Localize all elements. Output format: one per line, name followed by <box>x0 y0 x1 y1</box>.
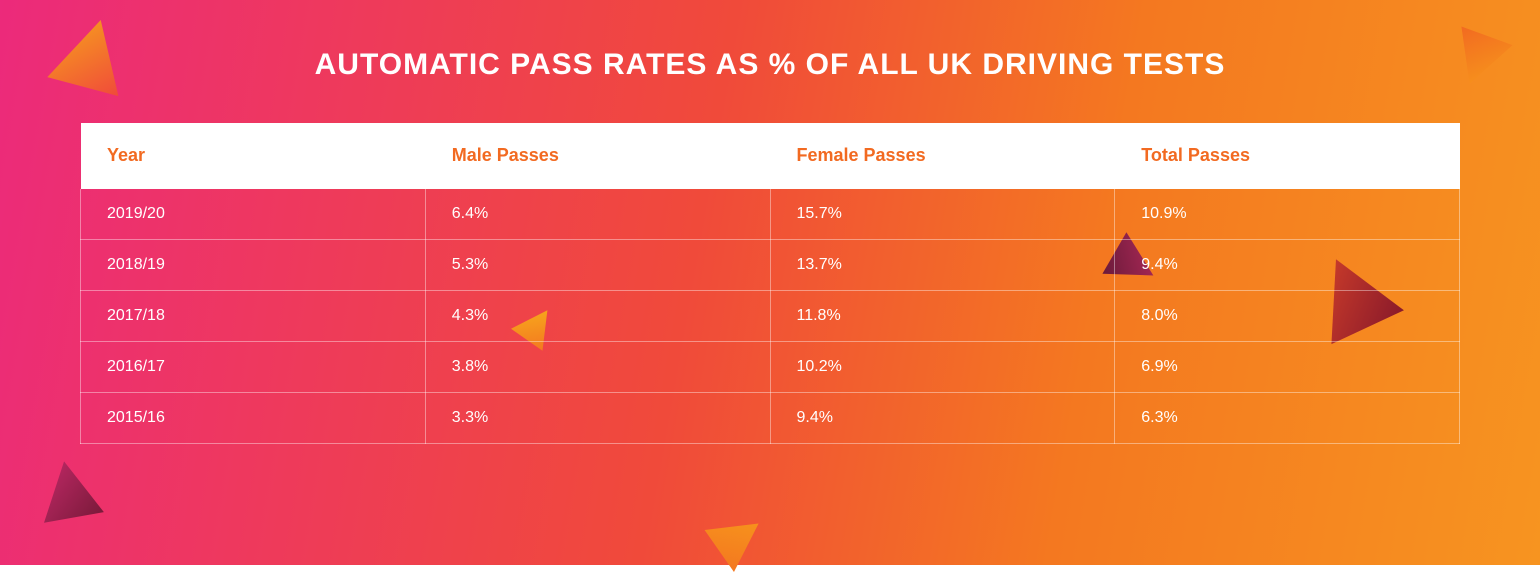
decorative-triangle-icon <box>703 508 767 572</box>
page-title: AUTOMATIC PASS RATES AS % OF ALL UK DRIV… <box>315 48 1226 82</box>
table-cell: 11.8% <box>770 291 1115 342</box>
table-header-cell: Year <box>81 123 426 189</box>
table-cell: 2019/20 <box>81 189 426 240</box>
table-cell: 2016/17 <box>81 342 426 393</box>
table-cell: 9.4% <box>1115 240 1460 291</box>
table-row: 2015/163.3%9.4%6.3% <box>81 393 1460 444</box>
table-header-cell: Total Passes <box>1115 123 1460 189</box>
table-cell: 2015/16 <box>81 393 426 444</box>
table-header-cell: Male Passes <box>425 123 770 189</box>
table-cell: 3.8% <box>425 342 770 393</box>
table-row: 2018/195.3%13.7%9.4% <box>81 240 1460 291</box>
table-cell: 9.4% <box>770 393 1115 444</box>
table-body: 2019/206.4%15.7%10.9%2018/195.3%13.7%9.4… <box>81 189 1460 444</box>
table-cell: 2018/19 <box>81 240 426 291</box>
table-cell: 6.9% <box>1115 342 1460 393</box>
table-row: 2019/206.4%15.7%10.9% <box>81 189 1460 240</box>
pass-rates-table: YearMale PassesFemale PassesTotal Passes… <box>80 122 1460 444</box>
table-row: 2017/184.3%11.8%8.0% <box>81 291 1460 342</box>
table-cell: 3.3% <box>425 393 770 444</box>
table-cell: 8.0% <box>1115 291 1460 342</box>
table-cell: 10.9% <box>1115 189 1460 240</box>
content-wrapper: AUTOMATIC PASS RATES AS % OF ALL UK DRIV… <box>0 0 1540 504</box>
table-cell: 6.4% <box>425 189 770 240</box>
table-header-cell: Female Passes <box>770 123 1115 189</box>
table-cell: 2017/18 <box>81 291 426 342</box>
table-row: 2016/173.8%10.2%6.9% <box>81 342 1460 393</box>
table-cell: 10.2% <box>770 342 1115 393</box>
table-cell: 13.7% <box>770 240 1115 291</box>
table-cell: 6.3% <box>1115 393 1460 444</box>
table-header-row: YearMale PassesFemale PassesTotal Passes <box>81 123 1460 189</box>
table-cell: 15.7% <box>770 189 1115 240</box>
table-cell: 4.3% <box>425 291 770 342</box>
table-cell: 5.3% <box>425 240 770 291</box>
